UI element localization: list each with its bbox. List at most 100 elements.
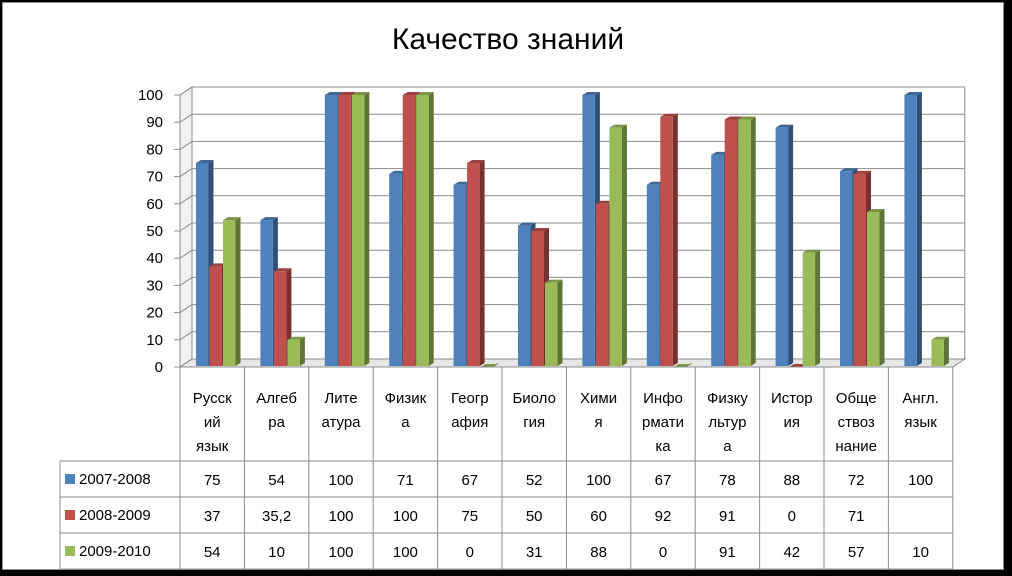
bar-top [595,200,614,204]
bar [738,116,756,366]
table-cell: 57 [848,544,865,561]
bar-side [815,249,821,366]
table-cell: 60 [590,508,607,525]
category-label-line: Алгеб [256,390,297,407]
bar [802,249,821,366]
y-tick-label: 0 [155,359,163,376]
table-cell: 0 [466,544,474,561]
category-label: Биоло гия [512,390,556,431]
category-label-line: язык [196,438,229,455]
bar-front [531,231,544,366]
category-label: Физик а [385,390,427,431]
category-label-line: Обще [836,390,877,407]
gridline [179,86,965,96]
bar-front [453,184,467,366]
bar-top [802,249,821,253]
bar-top [840,168,858,172]
legend-key [65,474,75,484]
bar-front [402,95,416,366]
y-axis: 0 10 20 30 40 50 60 70 80 90 100 [138,87,181,376]
category-label-line: ствоз [838,414,875,431]
y-tick-label: 70 [146,169,163,186]
category-label-line: Лите [324,390,357,407]
bar-top [545,279,563,283]
gridline [179,222,965,232]
category-label-line: ий [204,414,221,431]
table-cell: 78 [719,472,736,489]
table-cell: 67 [461,472,478,489]
category-label-line: Истор [771,390,813,407]
bar-top [673,364,692,367]
bar-top [931,336,949,340]
category-label: Русск ий язык [193,390,232,455]
legend-label: 2009-2010 [79,543,151,560]
table-cell: 54 [268,472,285,489]
gridline [179,276,965,286]
bar-top [660,113,678,117]
bar-front [595,203,609,366]
bar-top [402,92,421,95]
legend-key [65,510,75,520]
bar [867,208,885,366]
bar-top [609,124,627,128]
bar-top [775,124,794,128]
gridline [179,331,965,341]
table-cell: 100 [393,544,418,561]
bar-front [389,173,402,366]
gridline [179,195,965,205]
legend-key [65,546,75,556]
bar-front [802,252,816,366]
bar-top [209,263,227,267]
category-label-line: Инфо [643,390,683,407]
bar-front [467,163,480,366]
bar-top [351,92,370,95]
gridline [179,168,965,178]
bar-top [531,228,549,231]
bar-front [582,95,595,366]
category-label: Обще ствоз нание [835,390,877,455]
bar-side [750,116,756,366]
table-cell: 91 [719,544,736,561]
category-label-line: Биоло [512,390,556,407]
table-cell: 71 [848,508,865,525]
legend-label: 2008-2009 [79,507,151,524]
category-label-line: ия [784,414,801,431]
bar [673,363,692,367]
bar-side [879,208,885,366]
table-cell: 10 [268,544,285,561]
bar [660,113,678,366]
bar-top [724,116,743,120]
category-label-line: Геогр [451,390,489,407]
bar-top [789,364,807,367]
bar [775,124,794,366]
category-label-line: гия [523,414,545,431]
bar-front [223,220,236,366]
table-cell: 91 [719,508,736,525]
table-cell: 42 [783,544,800,561]
gridline [179,113,965,123]
category-label-line: я [595,414,603,431]
bar-top [518,222,536,226]
bar-front [904,95,917,366]
bar-front [853,173,866,366]
table-cell: 100 [393,508,418,525]
category-label-line: атура [321,414,361,431]
chart-frame: Качество знаний 0 10 20 30 40 50 60 70 80 90 100 Р… [2,2,1004,570]
bar-side [299,336,305,366]
chart-title: Качество знаний [392,23,624,56]
bar-side [428,92,434,366]
bar-top [260,217,278,221]
bar [223,217,241,366]
bar-front [931,339,944,366]
bar-top [338,92,356,95]
bar-top [853,170,871,174]
category-label-line: нание [835,438,877,455]
category-label-line: Русск [193,390,232,407]
bar-front [416,95,429,366]
bar-front [545,282,558,366]
bar-front [196,163,209,366]
bar-side [479,160,485,366]
bar-front [260,220,273,366]
bar-top [711,151,729,155]
table-cell: 67 [655,472,672,489]
